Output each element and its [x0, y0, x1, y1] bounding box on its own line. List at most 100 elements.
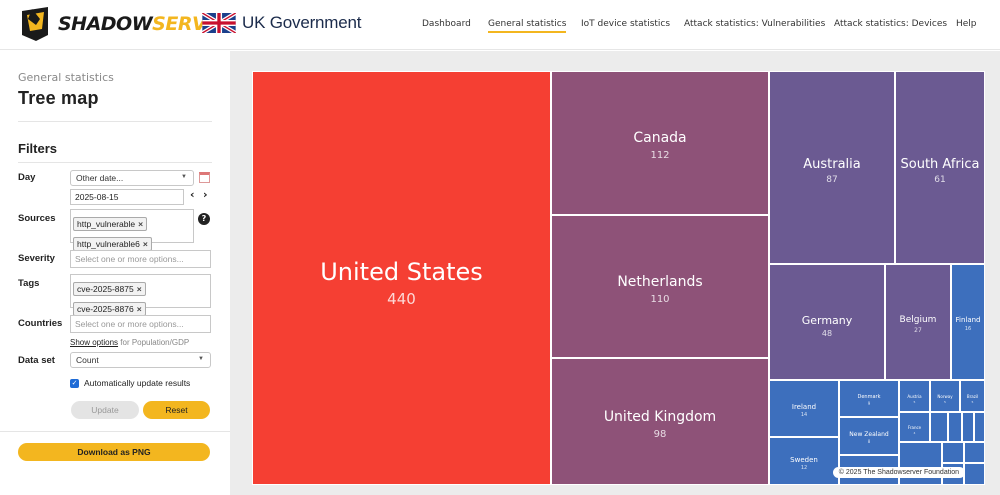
source-chip: http_vulnerable ×	[73, 217, 148, 231]
previous-day-icon[interactable]: ‹	[190, 188, 195, 201]
next-day-icon[interactable]: ›	[203, 188, 208, 201]
dataset-label: Data set	[18, 355, 55, 366]
treemap-cell-value: 440	[387, 290, 416, 308]
day-label: Day	[18, 172, 36, 183]
main-content: United States 440 Canada 112 Netherlands 110 U…	[230, 51, 1000, 495]
treemap-cell-name: Ireland	[791, 403, 817, 411]
treemap-cell-value: 110	[650, 294, 670, 305]
treemap-cell-small[interactable]	[930, 412, 948, 442]
union-jack-flag-icon	[202, 13, 236, 33]
treemap-cell-small[interactable]	[942, 442, 964, 463]
treemap-cell-denmark[interactable]: Denmark 9	[839, 380, 899, 417]
help-icon[interactable]: ?	[198, 213, 210, 225]
treemap-cell-value: 98	[653, 429, 667, 440]
treemap-cell-united-states[interactable]: United States 440	[252, 71, 551, 485]
tag-chip: cve-2025-8875 ×	[73, 282, 146, 296]
treemap-cell-france[interactable]: France 4	[899, 412, 930, 442]
nav-iot-device-statistics[interactable]: IoT device statistics	[581, 19, 671, 29]
treemap-cell-sweden[interactable]: Sweden 12	[769, 437, 839, 485]
main-nav: Dashboard General statistics IoT device …	[0, 19, 1000, 35]
countries-input[interactable]: Select one or more options...	[70, 315, 211, 333]
divider	[0, 431, 230, 432]
tag-chip: cve-2025-8876 ×	[73, 302, 146, 316]
severity-input[interactable]: Select one or more options...	[70, 250, 211, 268]
nav-attack-vulnerabilities[interactable]: Attack statistics: Vulnerabilities	[684, 19, 826, 29]
show-options-suffix: for Population/GDP	[120, 338, 190, 347]
filters-heading: Filters	[18, 141, 58, 156]
treemap-cell-name: Austria	[907, 394, 922, 399]
treemap-cell-small[interactable]	[948, 412, 962, 442]
nav-general-statistics[interactable]: General statistics	[488, 19, 567, 33]
date-input[interactable]: 2025-08-15	[70, 189, 184, 205]
remove-chip-icon[interactable]: ×	[142, 239, 148, 249]
treemap-cell-name: Canada	[633, 130, 687, 146]
treemap-cell-united-kingdom[interactable]: United Kingdom 98	[551, 358, 769, 485]
treemap-cell-value: 112	[650, 150, 670, 161]
treemap-cell-name: South Africa	[900, 157, 980, 172]
treemap-cell-brazil[interactable]: Brazil 5	[960, 380, 985, 412]
treemap-cell-name: United Kingdom	[603, 409, 717, 425]
treemap-cell-value: 16	[964, 326, 972, 332]
treemap-cell-name: Sweden	[790, 456, 818, 464]
tags-multiselect[interactable]: cve-2025-8875 × cve-2025-8876 ×	[70, 274, 211, 316]
treemap-cell-name: Brazil	[966, 394, 979, 399]
download-png-button[interactable]: Download as PNG	[18, 443, 210, 461]
treemap-cell-finland[interactable]: Finland 16	[951, 264, 985, 380]
treemap-cell-name: Denmark	[857, 394, 881, 400]
nav-dashboard[interactable]: Dashboard	[422, 19, 471, 29]
chevron-down-icon: ▼	[181, 174, 187, 180]
breadcrumb: General statistics	[18, 71, 114, 84]
reset-button[interactable]: Reset	[143, 401, 210, 419]
treemap-cell-australia[interactable]: Australia 87	[769, 71, 895, 264]
treemap-cell-small[interactable]	[964, 463, 985, 485]
calendar-icon[interactable]	[199, 172, 210, 183]
top-header: SHADOWSERVER UK Government Dashboard Gen…	[0, 0, 1000, 50]
treemap-cell-belgium[interactable]: Belgium 27	[885, 264, 951, 380]
show-options-link[interactable]: Show options	[70, 338, 119, 347]
treemap-cell-norway[interactable]: Norway 5	[930, 380, 960, 412]
treemap-cell-canada[interactable]: Canada 112	[551, 71, 769, 215]
treemap-cell-name: Germany	[801, 314, 853, 327]
remove-chip-icon[interactable]: ×	[136, 284, 142, 294]
divider	[18, 162, 212, 163]
auto-update-row[interactable]: ✓ Automatically update results	[70, 378, 190, 388]
severity-label: Severity	[18, 253, 55, 264]
auto-update-checkbox[interactable]: ✓	[70, 378, 79, 388]
treemap-cell-value: 12	[800, 465, 808, 471]
treemap-cell-small[interactable]	[974, 412, 985, 442]
sources-multiselect[interactable]: http_vulnerable × http_vulnerable6 ×	[70, 209, 194, 251]
source-chip: http_vulnerable6 ×	[73, 237, 152, 251]
treemap-chart: United States 440 Canada 112 Netherlands 110 U…	[252, 71, 985, 485]
treemap-cell-small[interactable]	[962, 412, 974, 442]
treemap-cell-ireland[interactable]: Ireland 14	[769, 380, 839, 437]
treemap-cell-germany[interactable]: Germany 48	[769, 264, 885, 380]
treemap-cell-small[interactable]	[899, 442, 942, 485]
treemap-cell-value: 14	[800, 412, 808, 418]
treemap-cell-south-africa[interactable]: South Africa 61	[895, 71, 985, 264]
remove-chip-icon[interactable]: ×	[136, 304, 142, 314]
day-select-value: Other date...	[76, 173, 124, 183]
show-options-row: Show options for Population/GDP	[70, 338, 189, 347]
copyright-credit: © 2025 The Shadowserver Foundation	[832, 467, 965, 478]
treemap-cell-value: 27	[914, 327, 922, 334]
treemap-cell-name: Belgium	[899, 315, 937, 325]
remove-chip-icon[interactable]: ×	[138, 219, 144, 229]
treemap-cell-small[interactable]	[964, 442, 985, 463]
chevron-down-icon: ▼	[198, 356, 204, 362]
treemap-cell-value: 61	[934, 175, 946, 185]
treemap-cell-value: 5	[971, 400, 974, 404]
nav-attack-devices[interactable]: Attack statistics: Devices	[834, 19, 948, 29]
treemap-cell-netherlands[interactable]: Netherlands 110	[551, 215, 769, 358]
treemap-cell-value: 5	[913, 400, 916, 404]
treemap-cell-value: 4	[913, 431, 916, 435]
treemap-cell-austria[interactable]: Austria 5	[899, 380, 930, 412]
treemap-cell-name: Australia	[803, 157, 861, 172]
dataset-select-value: Count	[76, 355, 99, 365]
uk-government-label: UK Government	[242, 13, 362, 32]
treemap-cell-new-zealand[interactable]: New Zealand 8	[839, 417, 899, 455]
treemap-cell-name: Finland	[955, 316, 981, 324]
nav-help[interactable]: Help	[956, 19, 977, 29]
update-button[interactable]: Update	[71, 401, 139, 419]
day-select[interactable]: Other date... ▼	[70, 170, 194, 186]
dataset-select[interactable]: Count ▼	[70, 352, 211, 368]
